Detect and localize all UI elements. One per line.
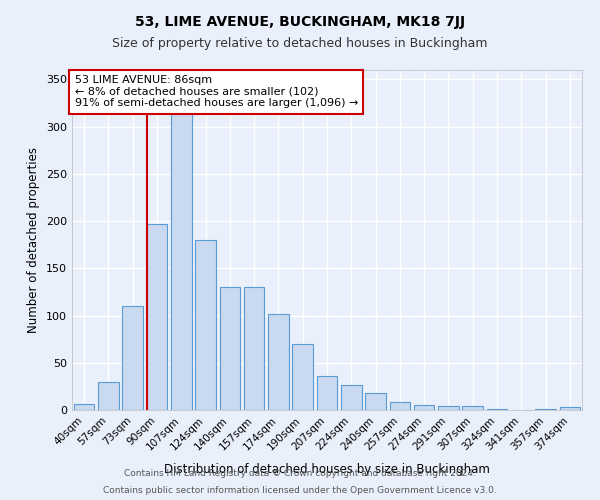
Bar [535, 409, 556, 410]
Bar [365, 393, 386, 410]
Text: 53 LIME AVENUE: 86sqm
← 8% of detached houses are smaller (102)
91% of semi-deta: 53 LIME AVENUE: 86sqm ← 8% of detached h… [74, 75, 358, 108]
Y-axis label: Number of detached properties: Number of detached properties [28, 147, 40, 333]
Text: 53, LIME AVENUE, BUCKINGHAM, MK18 7JJ: 53, LIME AVENUE, BUCKINGHAM, MK18 7JJ [135, 15, 465, 29]
Bar [146, 224, 167, 410]
Bar [268, 314, 289, 410]
Bar [74, 404, 94, 410]
Bar [341, 384, 362, 410]
Bar [122, 306, 143, 410]
Bar [317, 376, 337, 410]
Bar [560, 407, 580, 410]
Bar [414, 406, 434, 410]
Bar [195, 240, 216, 410]
Text: Contains HM Land Registry data © Crown copyright and database right 2024.: Contains HM Land Registry data © Crown c… [124, 468, 476, 477]
Bar [244, 287, 265, 410]
Bar [220, 287, 240, 410]
Bar [171, 108, 191, 410]
Text: Contains public sector information licensed under the Open Government Licence v3: Contains public sector information licen… [103, 486, 497, 495]
Bar [463, 406, 483, 410]
Bar [292, 344, 313, 410]
Bar [487, 409, 508, 410]
Bar [438, 406, 459, 410]
X-axis label: Distribution of detached houses by size in Buckingham: Distribution of detached houses by size … [164, 463, 490, 476]
Bar [98, 382, 119, 410]
Bar [389, 402, 410, 410]
Text: Size of property relative to detached houses in Buckingham: Size of property relative to detached ho… [112, 38, 488, 51]
